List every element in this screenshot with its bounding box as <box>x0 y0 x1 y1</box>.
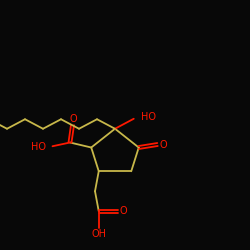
Text: O: O <box>159 140 167 149</box>
Text: OH: OH <box>91 229 106 239</box>
Text: HO: HO <box>141 112 156 122</box>
Text: O: O <box>70 114 78 124</box>
Text: O: O <box>119 206 127 216</box>
Text: HO: HO <box>32 142 46 152</box>
